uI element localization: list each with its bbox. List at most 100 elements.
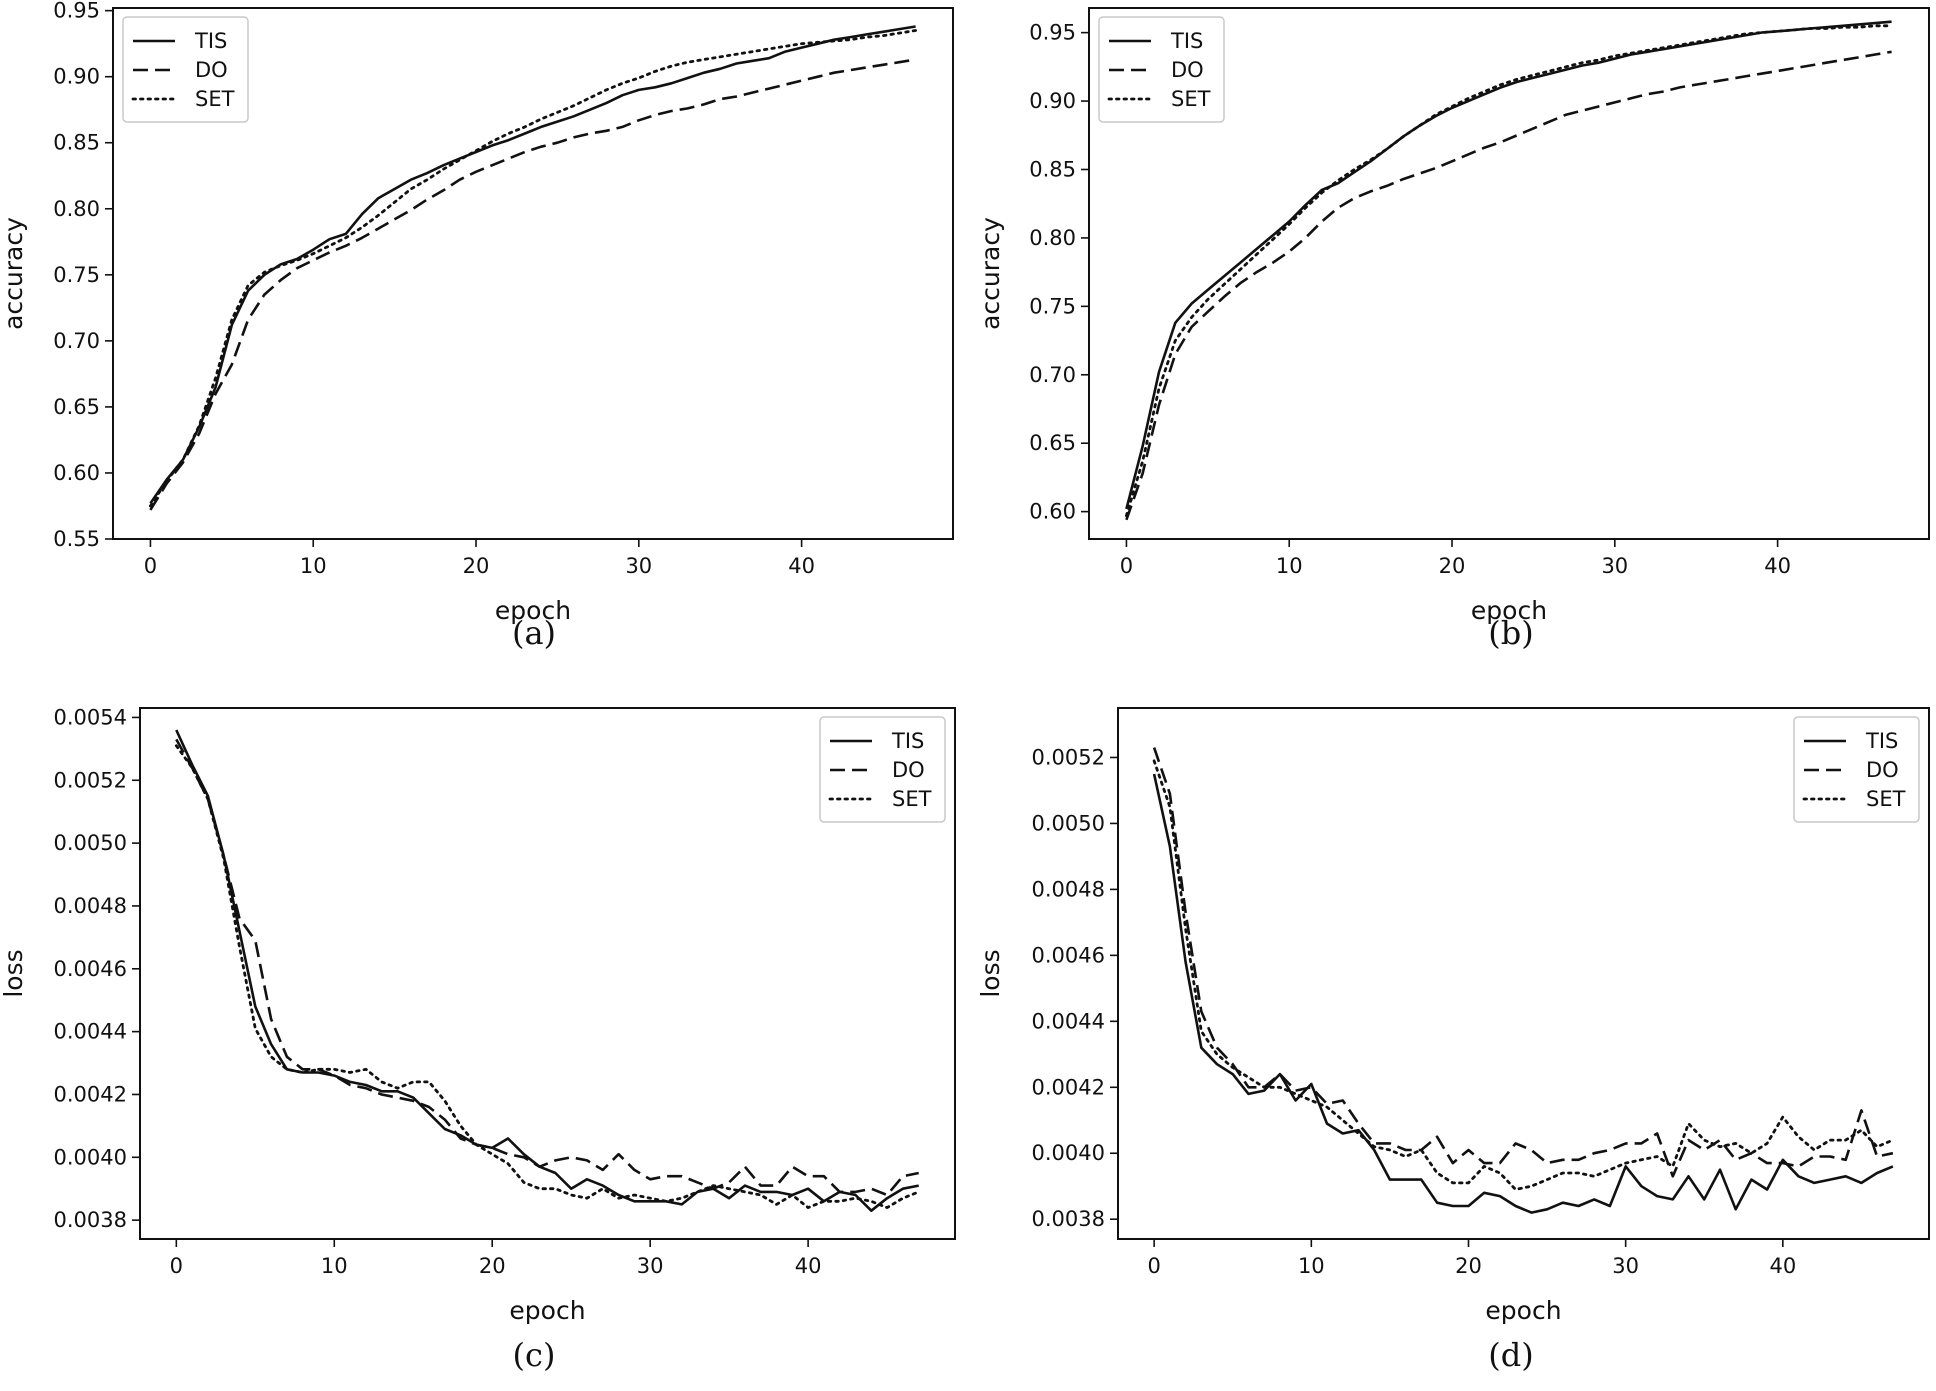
y-tick-label: 0.70 xyxy=(53,329,100,353)
plot-frame xyxy=(112,7,954,540)
y-tick-label: 0.0044 xyxy=(54,1020,127,1044)
y-tick-label: 0.0040 xyxy=(1032,1141,1105,1165)
x-tick-label: 40 xyxy=(788,554,815,578)
legend-box xyxy=(819,716,946,823)
y-tick-label: 0.55 xyxy=(53,527,100,551)
legend-label: TIS xyxy=(194,29,227,53)
x-tick-label: 10 xyxy=(1298,1254,1325,1278)
y-tick-label: 0.65 xyxy=(53,395,100,419)
x-tick-label: 40 xyxy=(1764,554,1791,578)
legend: TIS DO SET xyxy=(1793,716,1920,823)
plot-frame xyxy=(1117,707,1930,1240)
legend-box xyxy=(1098,16,1225,123)
plot-frame xyxy=(1088,7,1930,540)
y-tick-label: 0.95 xyxy=(1029,21,1076,45)
legend-label: SET xyxy=(195,87,235,111)
plot-frame xyxy=(139,707,956,1240)
chart-panel-b: 0 10 20 30 40 0.60 0.65 0.70 0.75 0.80 0.85 0.90 0.9… xyxy=(976,7,1930,652)
x-tick-label: 40 xyxy=(1769,1254,1796,1278)
y-tick-label: 0.90 xyxy=(1029,89,1076,113)
x-axis-label: epoch xyxy=(509,1296,585,1325)
x-tick-label: 30 xyxy=(1601,554,1628,578)
series-line-tis xyxy=(1152,773,1894,1214)
y-tick-label: 0.0052 xyxy=(54,768,127,792)
y-tick-label: 0.0038 xyxy=(54,1208,127,1232)
x-tick-label: 20 xyxy=(479,1254,506,1278)
x-tick-label: 20 xyxy=(1455,1254,1482,1278)
x-tick-label: 0 xyxy=(1120,554,1133,578)
series-line-set xyxy=(1152,759,1895,1191)
series-line-do xyxy=(175,738,919,1197)
y-tick-label: 0.85 xyxy=(53,131,100,155)
x-axis-label: epoch xyxy=(1471,596,1547,625)
chart-panel-a: 0 10 20 30 40 0.55 0.60 0.65 0.70 0.75 0.80 0.85 0.9… xyxy=(0,0,954,652)
legend-label: SET xyxy=(892,787,932,811)
y-axis-label: loss xyxy=(976,949,1005,997)
y-tick-label: 0.0046 xyxy=(1032,943,1105,967)
series-line-tis xyxy=(149,25,916,505)
y-tick-label: 0.70 xyxy=(1029,363,1076,387)
y-tick-label: 0.0042 xyxy=(54,1082,127,1106)
y-tick-label: 0.80 xyxy=(53,197,100,221)
y-tick-label: 0.0048 xyxy=(1032,877,1105,901)
y-tick-label: 0.0044 xyxy=(1032,1009,1105,1033)
y-tick-label: 0.80 xyxy=(1029,226,1076,250)
series-line-set xyxy=(148,29,917,508)
x-tick-label: 30 xyxy=(637,1254,664,1278)
y-axis-label: loss xyxy=(0,949,28,997)
y-tick-label: 0.0040 xyxy=(54,1145,127,1169)
legend-label: DO xyxy=(892,758,925,782)
y-tick-label: 0.95 xyxy=(53,0,100,23)
y-axis-label: accuracy xyxy=(0,217,28,330)
series-line-do xyxy=(1152,747,1894,1178)
legend-label: DO xyxy=(1866,758,1899,782)
x-tick-label: 20 xyxy=(1439,554,1466,578)
panel-caption: (c) xyxy=(513,1336,556,1374)
panel-caption: (a) xyxy=(512,614,556,652)
y-tick-label: 0.0048 xyxy=(54,894,127,918)
series-line-set xyxy=(1125,24,1893,518)
legend-label: TIS xyxy=(1865,729,1898,753)
y-tick-label: 0.75 xyxy=(53,263,100,287)
legend-label: DO xyxy=(1171,58,1204,82)
y-axis-label: accuracy xyxy=(976,217,1005,330)
y-tick-label: 0.0054 xyxy=(54,705,127,729)
legend-label: TIS xyxy=(1170,29,1203,53)
legend-label: SET xyxy=(1866,787,1906,811)
series-line-do xyxy=(149,58,916,511)
chart-panel-d: 0 10 20 30 40 0.0038 0.0040 0.0042 0.0044 0.0046 0… xyxy=(976,707,1930,1374)
legend: TIS DO SET xyxy=(1098,16,1225,123)
panel-caption: (d) xyxy=(1488,1336,1533,1374)
series-line-set xyxy=(174,744,921,1209)
chart-panel-c: 0 10 20 30 40 0.0038 0.0040 0.0042 0.0044 0.0046 0… xyxy=(0,705,956,1374)
x-tick-label: 40 xyxy=(795,1254,822,1278)
x-tick-label: 10 xyxy=(300,554,327,578)
legend-label: DO xyxy=(195,58,228,82)
panel-caption: (b) xyxy=(1488,614,1533,652)
y-tick-label: 0.75 xyxy=(1029,294,1076,318)
series-line-do xyxy=(1125,50,1892,521)
x-tick-label: 20 xyxy=(463,554,490,578)
x-tick-label: 30 xyxy=(625,554,652,578)
legend-label: SET xyxy=(1171,87,1211,111)
y-tick-label: 0.60 xyxy=(1029,500,1076,524)
legend-label: TIS xyxy=(891,729,924,753)
y-tick-label: 0.60 xyxy=(53,461,100,485)
legend: TIS DO SET xyxy=(819,716,946,823)
x-tick-label: 10 xyxy=(321,1254,348,1278)
legend-box xyxy=(1793,716,1920,823)
legend-box xyxy=(122,16,249,123)
x-tick-label: 30 xyxy=(1612,1254,1639,1278)
y-tick-label: 0.0046 xyxy=(54,957,127,981)
x-tick-label: 0 xyxy=(144,554,157,578)
x-tick-label: 10 xyxy=(1276,554,1303,578)
legend: TIS DO SET xyxy=(122,16,249,123)
series-line-tis xyxy=(1125,20,1892,510)
x-tick-label: 0 xyxy=(1147,1254,1160,1278)
y-tick-label: 0.85 xyxy=(1029,157,1076,181)
y-tick-label: 0.0038 xyxy=(1032,1207,1105,1231)
y-tick-label: 0.0042 xyxy=(1032,1075,1105,1099)
y-tick-label: 0.65 xyxy=(1029,431,1076,455)
series-line-tis xyxy=(175,729,919,1212)
